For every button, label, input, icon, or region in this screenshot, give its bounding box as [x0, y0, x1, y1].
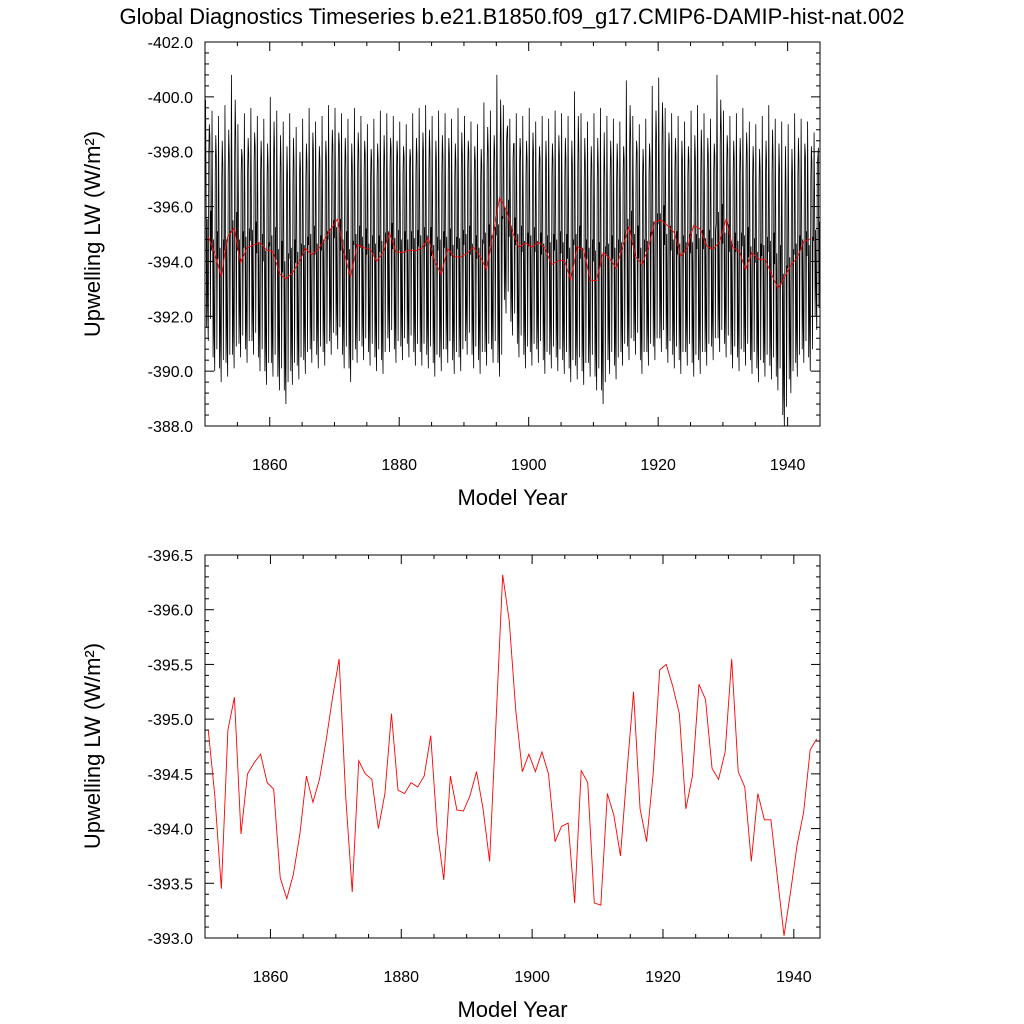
- y-tick-label: -398.0: [148, 145, 193, 162]
- bottom-panel: 1860 1880 1900 1920 1940 -393.0 -393.5 -394.0 -3…: [80, 548, 821, 1022]
- y-tick-label: -392.0: [148, 309, 193, 326]
- x-axis-label: Model Year: [457, 997, 567, 1022]
- y-tick-label: -396.5: [148, 548, 193, 565]
- plot-area: [207, 574, 818, 936]
- y-tick-label: -388.0: [148, 419, 193, 436]
- x-axis-label: Model Year: [457, 485, 567, 510]
- x-tick-label: 1940: [776, 969, 812, 986]
- annual-mean-line: [207, 574, 818, 936]
- y-tick-label: -393.0: [148, 931, 193, 948]
- plot-area: [205, 74, 820, 426]
- y-tick-label: -400.0: [148, 90, 193, 107]
- x-tick-label: 1880: [383, 969, 419, 986]
- y-tick-label: -395.5: [148, 657, 193, 674]
- y-axis-label: Upwelling LW (W/m²): [80, 131, 105, 337]
- y-tick-label: -390.0: [148, 364, 193, 381]
- y-tick-label: -393.5: [148, 876, 193, 893]
- y-tick-label: -402.0: [148, 35, 193, 52]
- x-tick-label: 1900: [511, 457, 547, 474]
- figure-title: Global Diagnostics Timeseries b.e21.B185…: [119, 4, 904, 29]
- y-tick-label: -395.0: [148, 712, 193, 729]
- y-tick-label: -394.0: [148, 822, 193, 839]
- x-tick-label: 1860: [252, 457, 288, 474]
- top-panel: 1860 1880 1900 1920 1940 -388.0 -390.0 -392.0 -3…: [80, 35, 821, 510]
- monthly-series-line: [205, 74, 820, 426]
- x-tick-label: 1880: [381, 457, 417, 474]
- x-tick-label: 1900: [514, 969, 550, 986]
- y-tick-label: -396.0: [148, 603, 193, 620]
- plot-frame: [204, 554, 821, 939]
- x-tick-label: 1860: [253, 969, 289, 986]
- y-tick-label: -394.0: [148, 254, 193, 271]
- y-tick-label: -396.0: [148, 200, 193, 217]
- x-tick-label: 1920: [645, 969, 681, 986]
- plot-frame: [204, 41, 821, 427]
- annual-mean-line: [207, 196, 811, 290]
- x-tick-label: 1940: [770, 457, 806, 474]
- x-tick-label: 1920: [640, 457, 676, 474]
- y-tick-label: -394.5: [148, 767, 193, 784]
- y-axis-label: Upwelling LW (W/m²): [80, 643, 105, 849]
